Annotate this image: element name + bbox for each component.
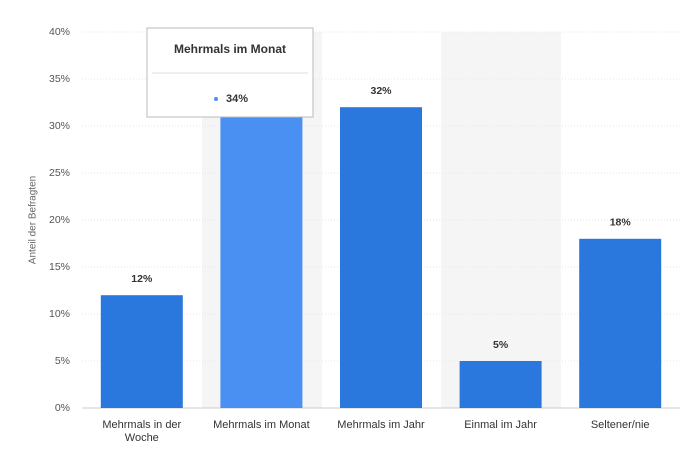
bar xyxy=(340,107,422,408)
tooltip-value: 34% xyxy=(226,93,248,105)
bar xyxy=(459,361,542,408)
bar xyxy=(579,238,662,408)
data-label: 32% xyxy=(370,85,392,97)
y-tick-label: 25% xyxy=(49,167,70,179)
x-tick-label: Mehrmals im Monat xyxy=(213,419,310,431)
tooltip: Mehrmals im Monat 34% xyxy=(146,27,314,118)
y-tick-label: 10% xyxy=(49,308,70,320)
bars: 12% 32% 5% 18% xyxy=(100,85,662,409)
y-tick-label: 15% xyxy=(49,261,70,273)
x-tick-label: Mehrmals im Jahr xyxy=(337,419,425,431)
data-label: 12% xyxy=(131,273,153,285)
y-tick-label: 40% xyxy=(49,26,70,38)
y-tick-label: 30% xyxy=(49,120,70,132)
x-tick-label: Mehrmals in der Woche xyxy=(102,419,182,444)
y-tick-label: 20% xyxy=(49,214,70,226)
x-tick-label: Seltener/nie xyxy=(590,419,650,431)
bar xyxy=(100,295,183,408)
y-tick-label: 5% xyxy=(55,355,70,367)
y-axis-label: Anteil der Befragten xyxy=(28,176,39,264)
data-label: 18% xyxy=(610,217,632,229)
y-tick-label: 35% xyxy=(49,73,70,85)
plot-band xyxy=(441,32,561,408)
x-tick-label: Einmal im Jahr xyxy=(464,419,537,431)
tooltip-dot xyxy=(214,97,218,101)
bar xyxy=(220,88,303,409)
y-tick-label: 0% xyxy=(55,402,70,414)
data-label: 5% xyxy=(493,339,509,351)
tooltip-title: Mehrmals im Monat xyxy=(174,42,286,56)
